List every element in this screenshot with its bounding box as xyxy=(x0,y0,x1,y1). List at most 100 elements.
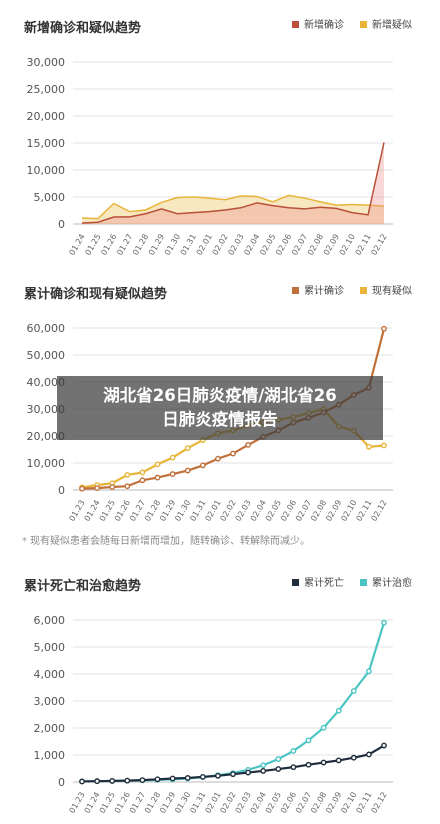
y-tick-label: 20,000 xyxy=(27,110,66,123)
y-tick-label: 2,000 xyxy=(34,722,66,735)
data-point-series-1 xyxy=(169,471,176,477)
chart-title: 累计确诊和现有疑似趋势 xyxy=(24,286,167,302)
data-point-series-1 xyxy=(214,455,221,462)
data-point-series-2 xyxy=(305,737,312,744)
data-point-series-1 xyxy=(245,442,252,448)
legend-swatch-2 xyxy=(360,21,367,28)
chart-title: 新增确诊和疑似趋势 xyxy=(24,20,141,36)
data-point-series-1 xyxy=(230,771,236,778)
y-tick-label: 1,000 xyxy=(34,749,66,762)
data-point-series-1 xyxy=(199,462,206,469)
data-point-series-1 xyxy=(94,778,101,785)
legend-label-2: 新增疑似 xyxy=(372,18,412,31)
y-tick-label: 0 xyxy=(58,484,65,497)
data-point-series-1 xyxy=(290,764,297,771)
data-point-series-1 xyxy=(154,474,161,481)
data-point-series-2 xyxy=(124,471,131,478)
y-tick-label: 15,000 xyxy=(27,137,66,150)
data-point-series-1 xyxy=(109,484,116,490)
y-tick-label: 60,000 xyxy=(27,322,66,335)
data-point-series-1 xyxy=(139,477,146,484)
data-point-series-2 xyxy=(290,748,297,754)
legend-swatch-1 xyxy=(292,287,299,294)
legend-label-1: 累计确诊 xyxy=(304,284,344,297)
data-point-series-1 xyxy=(365,751,372,758)
data-point-series-2 xyxy=(275,756,282,762)
chart-panel-new-cases: 新增确诊和疑似趋势 新增疑似 新增确诊 0 5,000 10,000 15,000 20,00… xyxy=(0,0,440,262)
deaths-recoveries-chart-svg: 累计死亡和治愈趋势 累计治愈 累计死亡 0 1,000 2,000 3,000 4,000 5,… xyxy=(24,576,412,815)
y-tick-label: 40,000 xyxy=(27,376,66,389)
data-point-series-1 xyxy=(230,450,236,457)
x-tick-label: 02.12 xyxy=(369,233,388,257)
note-asterisk: * xyxy=(22,536,27,547)
y-tick-label: 50,000 xyxy=(27,349,66,362)
series-line-1 xyxy=(81,142,385,224)
data-point-series-1 xyxy=(335,757,342,764)
series-area-1 xyxy=(82,142,384,224)
data-point-series-1 xyxy=(305,761,312,768)
data-point-series-2 xyxy=(260,762,267,769)
data-point-series-2 xyxy=(365,668,372,675)
legend-swatch-2 xyxy=(360,287,367,294)
overlay-title-line-1: 湖北省26日肺炎疫情/湖北省26 xyxy=(103,386,337,405)
title-overlay-banner: 湖北省26日肺炎疫情/湖北省26 日肺炎疫情报告 xyxy=(57,376,383,440)
legend-label-2: 现有疑似 xyxy=(372,284,412,297)
y-tick-label: 10,000 xyxy=(27,457,66,470)
data-point-series-2 xyxy=(381,442,387,449)
y-tick-label: 20,000 xyxy=(27,430,66,443)
y-tick-label: 3,000 xyxy=(34,695,66,708)
y-tick-label: 10,000 xyxy=(27,164,66,177)
data-point-series-2 xyxy=(139,469,146,476)
legend-label-1: 新增确诊 xyxy=(304,18,344,31)
data-point-series-1 xyxy=(260,768,267,774)
data-point-series-2 xyxy=(184,445,191,452)
data-point-series-1 xyxy=(169,775,176,782)
data-point-series-1 xyxy=(124,483,131,490)
legend-swatch-1 xyxy=(292,579,299,586)
legend-label-1: 累计死亡 xyxy=(304,576,344,589)
data-point-series-1 xyxy=(275,766,282,772)
data-point-series-2 xyxy=(169,454,176,461)
y-tick-label: 30,000 xyxy=(27,56,66,69)
data-point-series-1 xyxy=(199,773,206,780)
data-point-series-1 xyxy=(320,759,327,766)
data-point-series-1 xyxy=(245,769,252,776)
data-point-series-2 xyxy=(365,443,372,450)
y-tick-label: 0 xyxy=(58,776,65,789)
x-tick-label: 02.12 xyxy=(369,499,388,523)
y-tick-label: 30,000 xyxy=(27,403,66,416)
legend-label-2: 累计治愈 xyxy=(372,576,412,589)
data-point-series-1 xyxy=(94,485,101,492)
data-point-series-1 xyxy=(124,777,131,784)
data-point-series-2 xyxy=(381,619,387,626)
chart-panel-deaths-recoveries: 累计死亡和治愈趋势 累计治愈 累计死亡 0 1,000 2,000 3,000 4,000 5,… xyxy=(0,568,440,820)
data-point-series-1 xyxy=(109,778,116,784)
data-point-series-1 xyxy=(154,776,161,783)
data-point-series-2 xyxy=(335,707,342,714)
data-point-series-1 xyxy=(214,772,221,779)
data-point-series-1 xyxy=(184,775,191,781)
y-tick-label: 6,000 xyxy=(34,614,66,627)
legend-swatch-1 xyxy=(292,21,299,28)
data-point-series-1 xyxy=(79,485,85,492)
data-point-series-1 xyxy=(381,742,387,749)
footnote-text: 现有疑似患者会随每日新增而增加，随转确诊、转解除而减少。 xyxy=(30,534,310,547)
y-tick-label: 0 xyxy=(58,218,65,231)
series-line-2 xyxy=(81,194,385,220)
data-point-series-1 xyxy=(79,778,85,785)
data-point-series-2 xyxy=(350,688,357,694)
data-point-series-1 xyxy=(350,754,357,761)
series-area-2 xyxy=(82,195,384,224)
x-tick-label: 02.12 xyxy=(369,791,388,815)
y-tick-label: 4,000 xyxy=(34,668,66,681)
data-point-series-1 xyxy=(381,325,387,332)
new-cases-chart-svg: 新增确诊和疑似趋势 新增疑似 新增确诊 0 5,000 10,000 15,000 20,00… xyxy=(24,18,412,257)
chart-title: 累计死亡和治愈趋势 xyxy=(24,578,141,594)
legend-swatch-2 xyxy=(360,579,367,586)
overlay-title-line-2: 日肺炎疫情报告 xyxy=(162,410,278,429)
y-tick-label: 5,000 xyxy=(34,641,66,654)
data-point-series-2 xyxy=(320,724,327,731)
data-point-series-1 xyxy=(139,777,146,784)
data-point-series-1 xyxy=(184,467,191,474)
data-point-series-2 xyxy=(154,461,161,468)
